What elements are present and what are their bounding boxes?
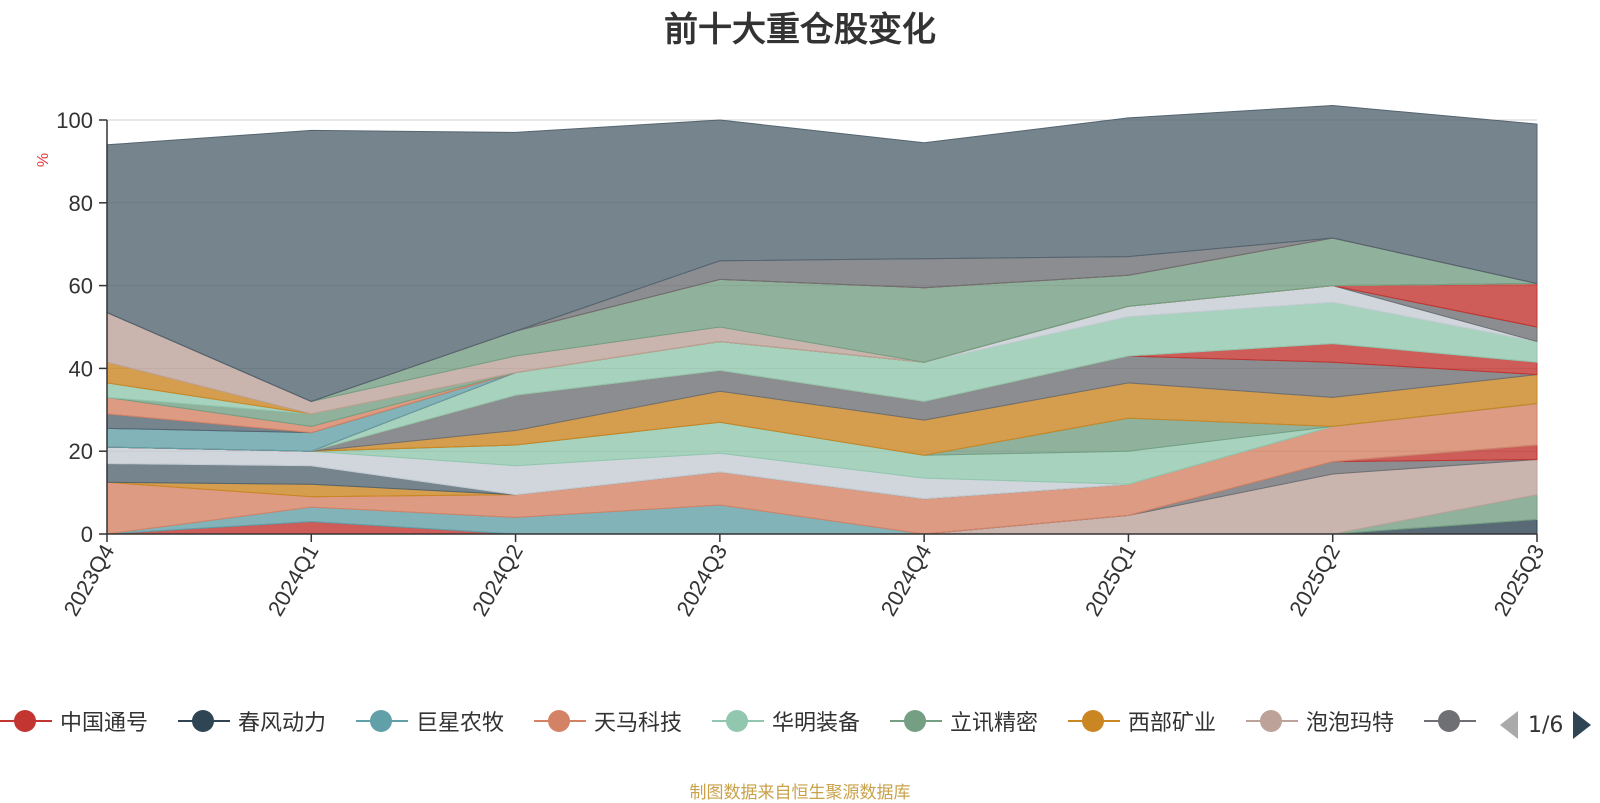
- legend-item[interactable]: 西部矿业: [1068, 705, 1216, 737]
- y-tick-label: 0: [81, 522, 93, 547]
- legend-item[interactable]: …: [1424, 705, 1478, 737]
- source-note: 制图数据来自恒生聚源数据库: [689, 783, 911, 803]
- legend-label: 天马科技: [594, 711, 683, 736]
- area-series: [106, 104, 1538, 535]
- legend-page-indicator: 1/6: [1528, 712, 1564, 738]
- legend-item[interactable]: 巨星农牧: [356, 705, 504, 737]
- legend-label: 西部矿业: [1128, 711, 1217, 736]
- legend-items: 中国通号 春风动力 巨星农牧 天马科技 华明装备 立讯精密 西部矿业 泡泡玛特 …: [0, 705, 1478, 745]
- legend-marker-icon: [1246, 705, 1298, 737]
- y-tick-label: 80: [69, 191, 93, 216]
- legend-marker-icon: [1424, 705, 1476, 737]
- x-tick-label: 2025Q2: [1284, 540, 1345, 620]
- x-tick-label: 2025Q1: [1080, 540, 1141, 620]
- area-series-29[interactable]: [106, 104, 1538, 403]
- x-tick-label: 2024Q1: [263, 540, 324, 620]
- legend-next-page-icon[interactable]: [1573, 711, 1592, 739]
- legend-marker-icon: [534, 705, 586, 737]
- y-tick-label: 40: [69, 356, 93, 381]
- y-tick-label: 20: [69, 439, 93, 464]
- x-tick-label: 2025Q3: [1489, 540, 1550, 620]
- chart-title: 前十大重仓股变化: [664, 10, 936, 50]
- legend-label: 巨星农牧: [416, 711, 505, 736]
- y-tick-label: 100: [56, 108, 93, 133]
- x-tick-label: 2023Q4: [59, 540, 120, 620]
- legend-prev-page-icon[interactable]: [1500, 711, 1518, 739]
- x-tick-label: 2024Q3: [671, 540, 732, 620]
- x-tick-label: 2024Q2: [467, 540, 528, 620]
- legend-marker-icon: [0, 705, 52, 737]
- legend-item[interactable]: 立讯精密: [890, 705, 1038, 737]
- legend-item[interactable]: 天马科技: [534, 705, 682, 737]
- legend-label: 华明装备: [772, 711, 861, 736]
- legend-label: 春风动力: [238, 711, 327, 736]
- legend-marker-icon: [356, 705, 408, 737]
- legend-label: 泡泡玛特: [1306, 711, 1395, 736]
- legend-item[interactable]: 中国通号: [0, 705, 148, 737]
- y-tick-label: 60: [69, 274, 93, 299]
- legend-item[interactable]: 春风动力: [178, 705, 326, 737]
- legend-item[interactable]: 华明装备: [712, 705, 860, 737]
- legend-pager: 1/6: [1500, 709, 1592, 741]
- legend: 中国通号 春风动力 巨星农牧 天马科技 华明装备 立讯精密 西部矿业 泡泡玛特 … 1/6: [0, 705, 1600, 765]
- legend-marker-icon: [1068, 705, 1120, 737]
- legend-label: 立讯精密: [950, 711, 1039, 736]
- legend-label: 中国通号: [60, 711, 149, 736]
- legend-marker-icon: [890, 705, 942, 737]
- legend-item[interactable]: 泡泡玛特: [1246, 705, 1394, 737]
- x-tick-label: 2024Q4: [876, 540, 937, 620]
- legend-marker-icon: [712, 705, 764, 737]
- legend-marker-icon: [178, 705, 230, 737]
- y-axis-unit-label: %: [35, 153, 52, 167]
